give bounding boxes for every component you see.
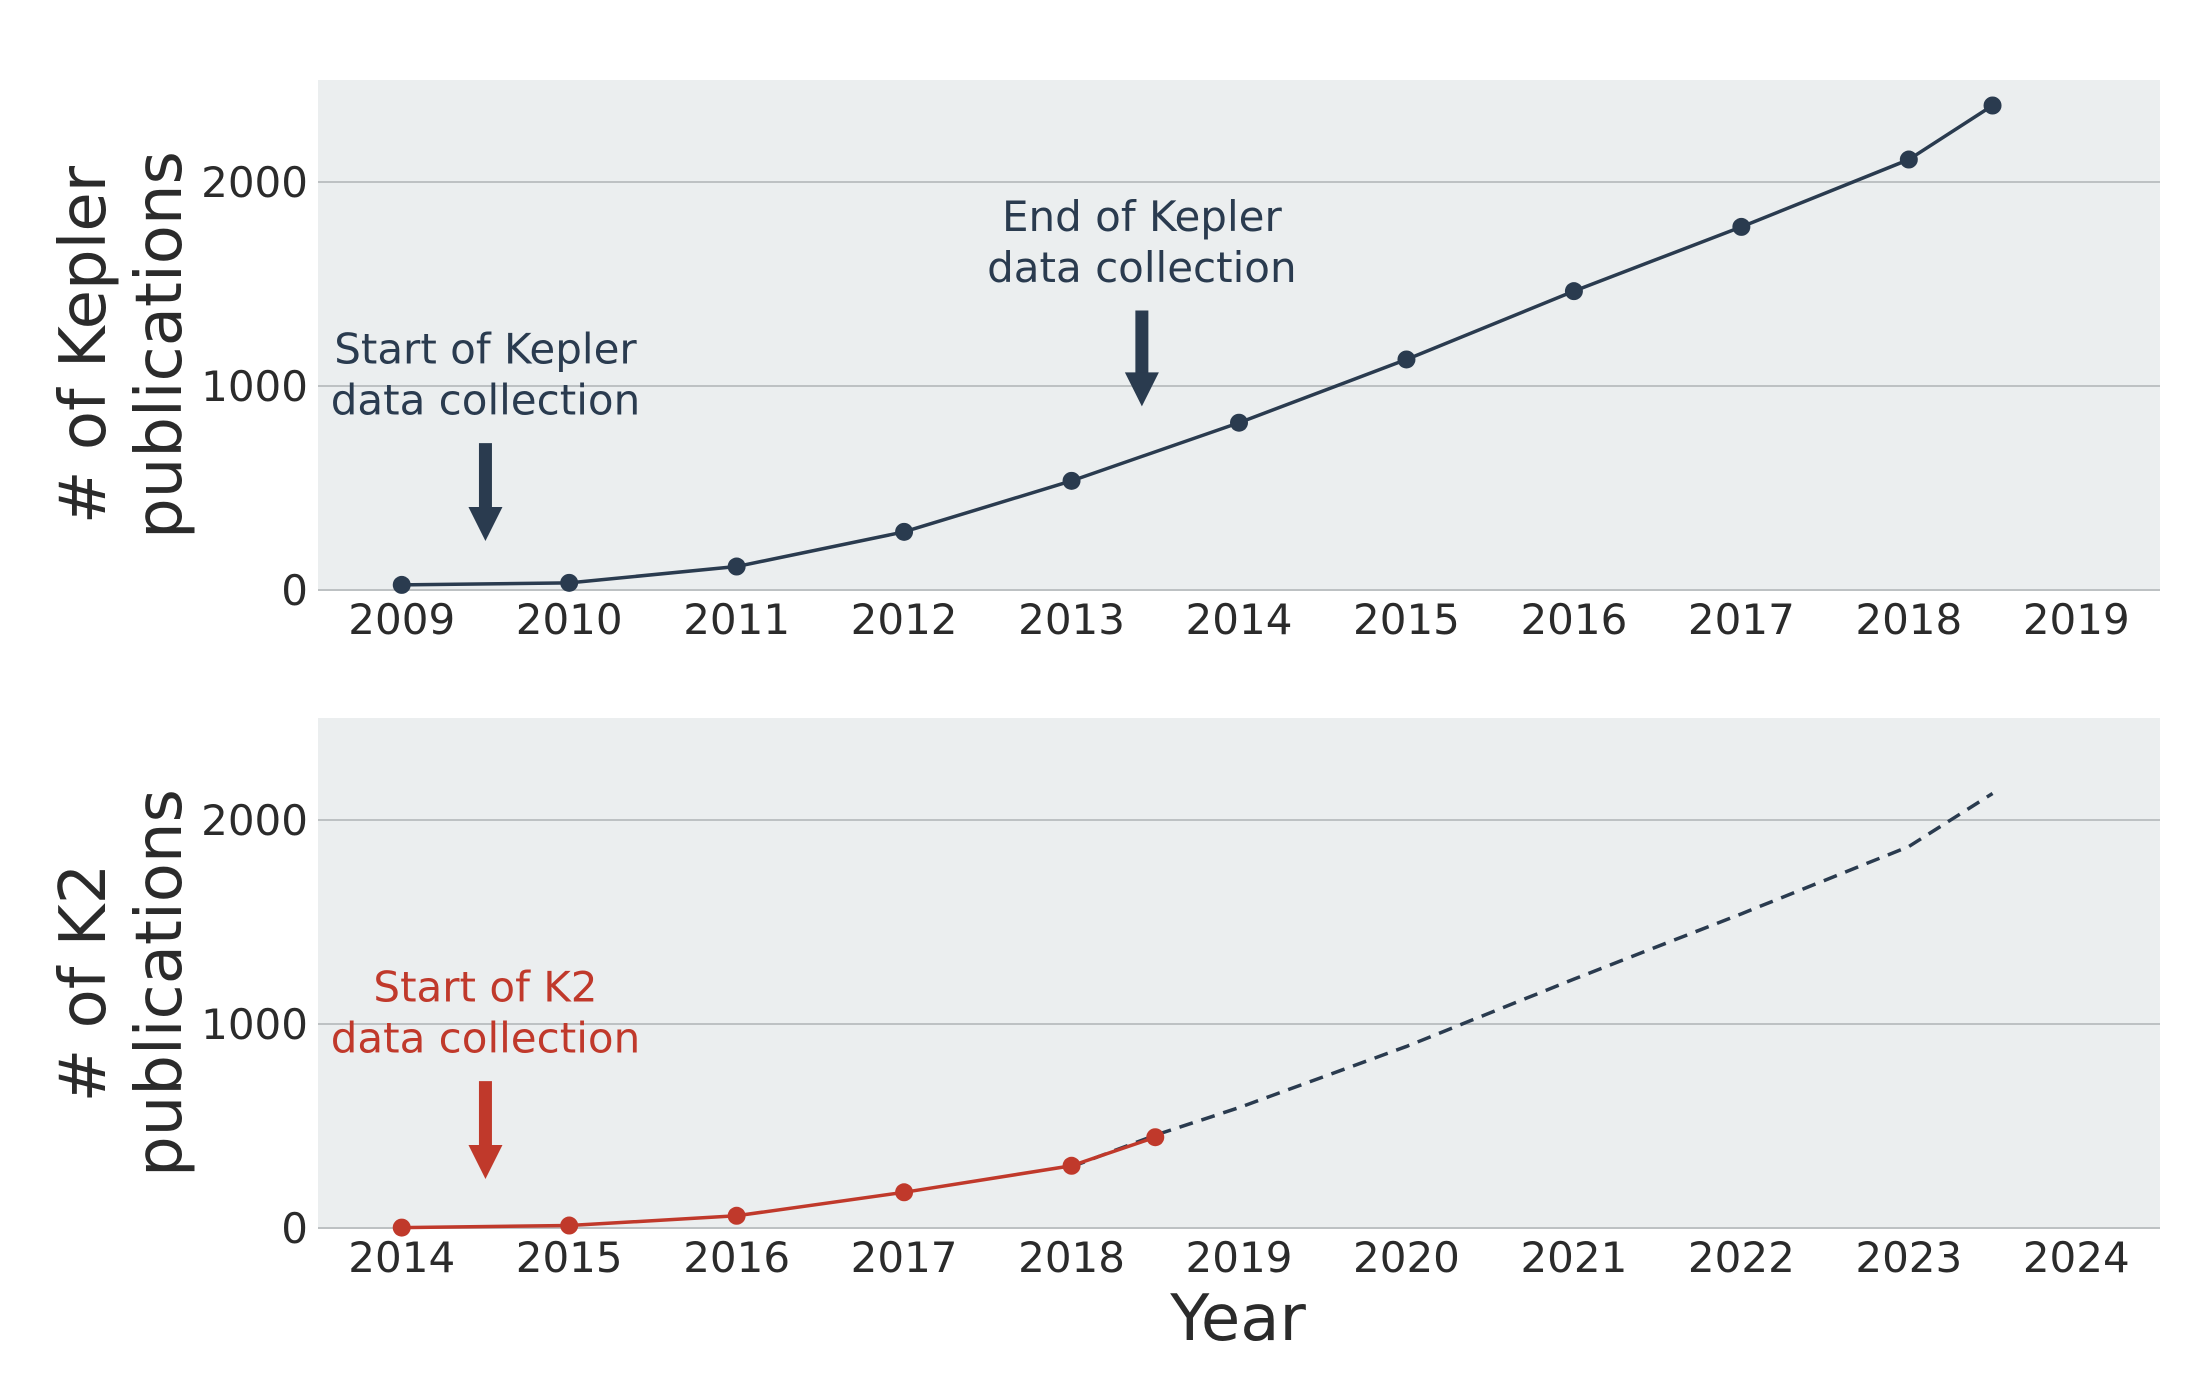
annotation-label: data collection	[987, 243, 1296, 292]
x-tick-label: 2010	[516, 595, 623, 644]
k2-publications-chart: 0 1000 2000 2014 2015 2016 2017 2018 2019 2020 202…	[47, 718, 2160, 1282]
x-tick-label: 2009	[348, 595, 455, 644]
x-tick-label: 2015	[516, 1233, 623, 1282]
kepler-publications-chart: 0 1000 2000 2009 2010 2011 2012 2013 2014 2015 201…	[47, 80, 2160, 644]
series-line	[401, 1135, 1156, 1230]
annotation-label: Start of Kepler	[334, 325, 637, 374]
x-tick-label: 2022	[1688, 1233, 1795, 1282]
x-tick-label: 2014	[348, 1233, 455, 1282]
x-tick-label: 2012	[851, 595, 958, 644]
series-line	[1070, 792, 1994, 1169]
y-tick-label: 0	[281, 566, 308, 615]
annotation-label: data collection	[331, 1014, 640, 1063]
annotation-arrow-head	[468, 1145, 503, 1180]
x-tick-label: 2018	[1855, 595, 1962, 644]
data-point	[1062, 471, 1081, 490]
data-point	[727, 1206, 746, 1225]
data-point	[392, 1218, 411, 1237]
y-tick-label: 0	[281, 1204, 308, 1253]
x-tick-label: 2014	[1186, 595, 1293, 644]
data-point	[560, 1216, 579, 1235]
data-point	[1397, 350, 1416, 369]
data-point	[1564, 282, 1583, 301]
x-tick-label: 2021	[1520, 1233, 1627, 1282]
data-point	[392, 575, 411, 594]
data-point	[1983, 96, 2002, 115]
x-tick-label: 2018	[1018, 1233, 1125, 1282]
x-tick-label: 2015	[1353, 595, 1460, 644]
data-point	[895, 1183, 914, 1202]
data-point	[1899, 150, 1918, 169]
y-axis-title: # of Keplerpublications	[47, 151, 197, 539]
annotation-label: data collection	[331, 376, 640, 425]
data-point	[727, 557, 746, 576]
x-tick-label: 2019	[2023, 595, 2130, 644]
x-tick-label: 2013	[1018, 595, 1125, 644]
y-axis-title-line: # of K2	[47, 864, 121, 1103]
annotation-arrow-head	[1124, 372, 1159, 407]
data-point	[1062, 1156, 1081, 1175]
y-axis-title-line: publications	[123, 789, 197, 1177]
x-tick-label: 2017	[851, 1233, 958, 1282]
x-tick-label: 2016	[1520, 595, 1627, 644]
y-axis-title-line: # of Kepler	[47, 165, 121, 524]
y-tick-label: 2000	[201, 796, 308, 845]
x-tick-label: 2017	[1688, 595, 1795, 644]
x-tick-label: 2020	[1353, 1233, 1460, 1282]
x-tick-label: 2011	[683, 595, 790, 644]
data-point	[895, 522, 914, 541]
x-tick-label: 2024	[2023, 1233, 2130, 1282]
x-tick-label: 2019	[1186, 1233, 1293, 1282]
y-tick-label: 2000	[201, 158, 308, 207]
data-point	[560, 573, 579, 592]
y-axis-title-line: publications	[123, 151, 197, 539]
y-axis-title: # of K2publications	[47, 789, 197, 1177]
annotation-label: Start of K2	[373, 963, 597, 1012]
annotation-arrow-head	[468, 507, 503, 542]
annotation-label: End of Kepler	[1002, 192, 1282, 241]
x-tick-label: 2016	[683, 1233, 790, 1282]
x-tick-label: 2023	[1855, 1233, 1962, 1282]
plot-background	[318, 718, 2160, 1228]
x-axis-title: Year	[1169, 1282, 1306, 1356]
data-point	[1230, 413, 1248, 432]
data-point	[1732, 217, 1751, 236]
plot-background	[318, 80, 2160, 590]
y-tick-label: 1000	[201, 362, 308, 411]
data-point	[1146, 1128, 1165, 1147]
y-tick-label: 1000	[201, 1000, 308, 1049]
